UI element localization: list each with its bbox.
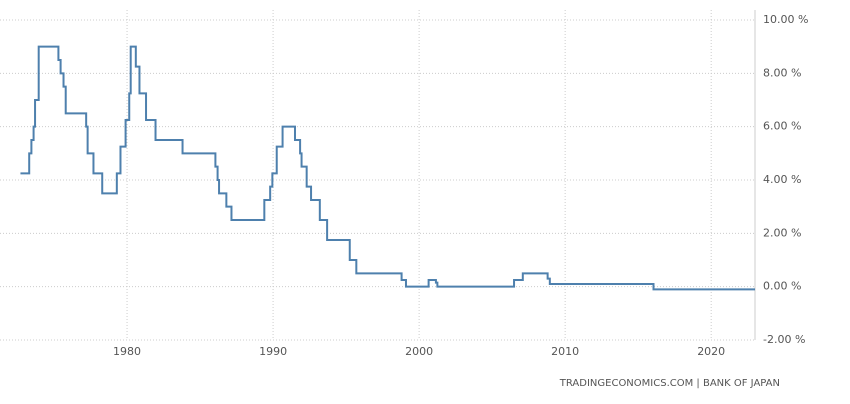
x-tick-label: 2000 <box>405 345 433 358</box>
y-tick-label: 4.00 % <box>763 173 801 186</box>
x-tick-label: 2010 <box>551 345 579 358</box>
x-tick-label: 2020 <box>697 345 725 358</box>
source: TRADINGECONOMICS.COM | BANK OF JAPAN <box>559 378 780 389</box>
y-tick-label: 8.00 % <box>763 66 801 79</box>
y-tick-label: 0.00 % <box>763 280 801 293</box>
y-tick-label: -2.00 % <box>763 333 805 346</box>
y-tick-label: 6.00 % <box>763 120 801 133</box>
line <box>20 45 755 291</box>
y-tick-label: 10.00 % <box>763 13 808 26</box>
x-tick-label: 1990 <box>259 345 287 358</box>
y-tick-label: 2.00 % <box>763 226 801 239</box>
x-tick-label: 1980 <box>113 345 141 358</box>
